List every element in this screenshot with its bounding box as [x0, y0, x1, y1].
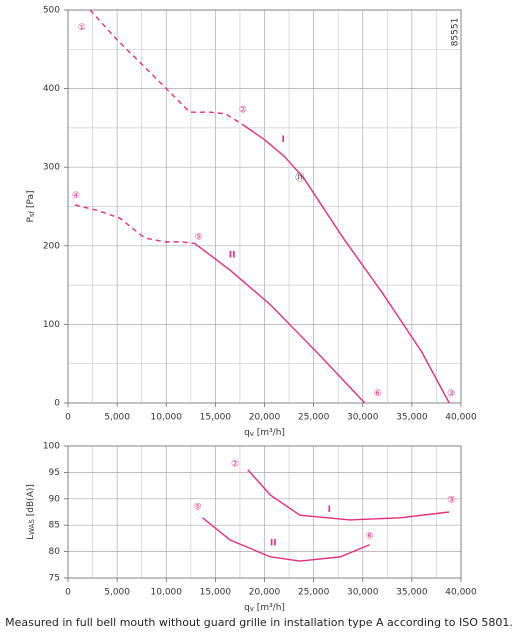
label-unit: [dB(A)] [26, 484, 36, 519]
x-tick-label: 15,000 [200, 588, 232, 598]
curve [194, 242, 366, 404]
y-axis-label: Psf [Pa] [26, 191, 37, 223]
curve-label: I [281, 135, 284, 145]
point-marker: ⑤ [194, 503, 202, 513]
label-main: q [244, 428, 250, 438]
label-sub: v [250, 605, 254, 613]
x-tick-label: 5,000 [104, 413, 130, 423]
x-tick-label: 35,000 [396, 588, 428, 598]
label-sub: WAS [28, 519, 36, 535]
label-unit: [m³/h] [254, 428, 285, 438]
plot: 0 5,000 10,000 15,000 20,000 25,000 30,000 35,0… [26, 442, 478, 614]
y-tick-label: 500 [43, 6, 60, 16]
point-marker: ① [78, 23, 86, 33]
y-tick-label: 90 [49, 494, 61, 504]
label-unit: [Pa] [26, 191, 36, 211]
point-marker: ② [231, 459, 239, 469]
point-marker: ④ [72, 191, 80, 201]
x-tick-label: 15,000 [200, 413, 232, 423]
x-tick-label: 10,000 [151, 413, 183, 423]
x-tick-label: 35,000 [396, 413, 428, 423]
curve [247, 469, 450, 521]
x-tick-label: 20,000 [249, 413, 281, 423]
curve [202, 517, 370, 562]
y-tick-label: 0 [54, 399, 60, 409]
y-tick-label: 75 [49, 574, 60, 584]
x-tick-label: 30,000 [347, 413, 379, 423]
curve [242, 124, 450, 404]
y-tick-label: 95 [49, 468, 60, 478]
id-label: 85551 [451, 18, 461, 47]
x-tick-label: 25,000 [298, 413, 330, 423]
curve [89, 9, 244, 126]
x-tick-label: 30,000 [347, 588, 379, 598]
caption: Measured in full bell mouth without guar… [5, 616, 513, 629]
point-marker: ⑥ [373, 389, 381, 399]
x-tick-label: 0 [65, 588, 71, 598]
x-tick-label: 10,000 [151, 588, 183, 598]
plot-frame [67, 9, 462, 404]
x-axis-label: qv [m³/h] [244, 428, 285, 439]
y-tick-label: 100 [43, 442, 60, 452]
y-tick-label: 400 [43, 84, 60, 94]
label-main: q [244, 603, 250, 613]
x-tick-label: 40,000 [445, 588, 477, 598]
x-tick-label: 25,000 [298, 588, 330, 598]
label-unit: [m³/h] [254, 603, 285, 613]
label-main: P [26, 216, 36, 222]
x-axis-label: qv [m³/h] [244, 603, 285, 614]
point-marker: ⑪ [295, 173, 304, 184]
x-tick-label: 0 [65, 413, 71, 423]
x-tick-label: 5,000 [104, 588, 130, 598]
y-tick-label: 80 [49, 547, 61, 557]
x-tick-label: 20,000 [249, 588, 281, 598]
label-sub: v [250, 430, 254, 438]
y-axis-label: LWAS [dB(A)] [26, 484, 37, 540]
point-marker: ⑥ [366, 531, 374, 541]
point-marker: ⑤ [195, 233, 203, 243]
plot: 0 5,000 10,000 15,000 20,000 25,000 30,000 35,0… [26, 6, 478, 439]
label-sub: sf [28, 210, 36, 217]
point-marker: ③ [447, 495, 455, 505]
y-tick-label: 85 [49, 521, 60, 531]
curve-label: II [229, 251, 236, 261]
label-main: L [26, 535, 36, 540]
curve-label: II [270, 539, 277, 549]
y-tick-label: 100 [43, 320, 60, 330]
curve-label: I [328, 505, 331, 515]
point-marker: ③ [447, 389, 455, 399]
plot-frame [67, 445, 462, 579]
point-marker: ② [239, 105, 247, 115]
x-tick-label: 40,000 [445, 413, 477, 423]
y-tick-label: 300 [43, 163, 60, 173]
y-tick-label: 200 [43, 241, 60, 251]
